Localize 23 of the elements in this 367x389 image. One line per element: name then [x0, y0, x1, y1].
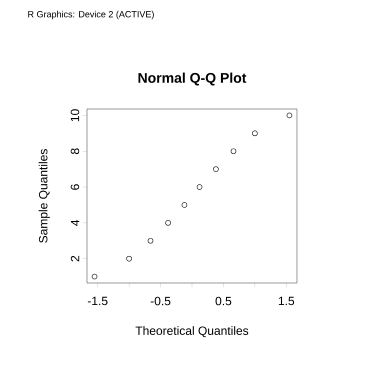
chart-title: Normal Q-Q Plot [138, 72, 246, 86]
point [196, 184, 202, 190]
x-tick-label: 0.5 [216, 296, 232, 306]
point [182, 202, 188, 208]
y-tick-label: 8 [70, 148, 80, 154]
y-tick-label: 10 [70, 109, 80, 122]
point [126, 256, 132, 262]
x-axis-title: Theoretical Quantiles [136, 326, 248, 338]
y-tick-label: 4 [70, 220, 80, 226]
y-tick-label: 6 [70, 184, 80, 190]
x-tick-label: -0.5 [150, 296, 170, 306]
point [252, 130, 258, 136]
y-axis-title: Sample Quantiles [38, 149, 50, 243]
y-tick-label: 2 [70, 256, 80, 262]
x-tick-label: -1.5 [88, 296, 108, 306]
point [286, 112, 292, 118]
point [213, 166, 219, 172]
text: R Graphics: Device 2 (ACTIVE) [28, 10, 154, 20]
x-tick-label: 1.5 [278, 296, 294, 306]
point [230, 148, 236, 154]
point [148, 238, 154, 244]
point [165, 220, 171, 226]
point [92, 274, 98, 280]
